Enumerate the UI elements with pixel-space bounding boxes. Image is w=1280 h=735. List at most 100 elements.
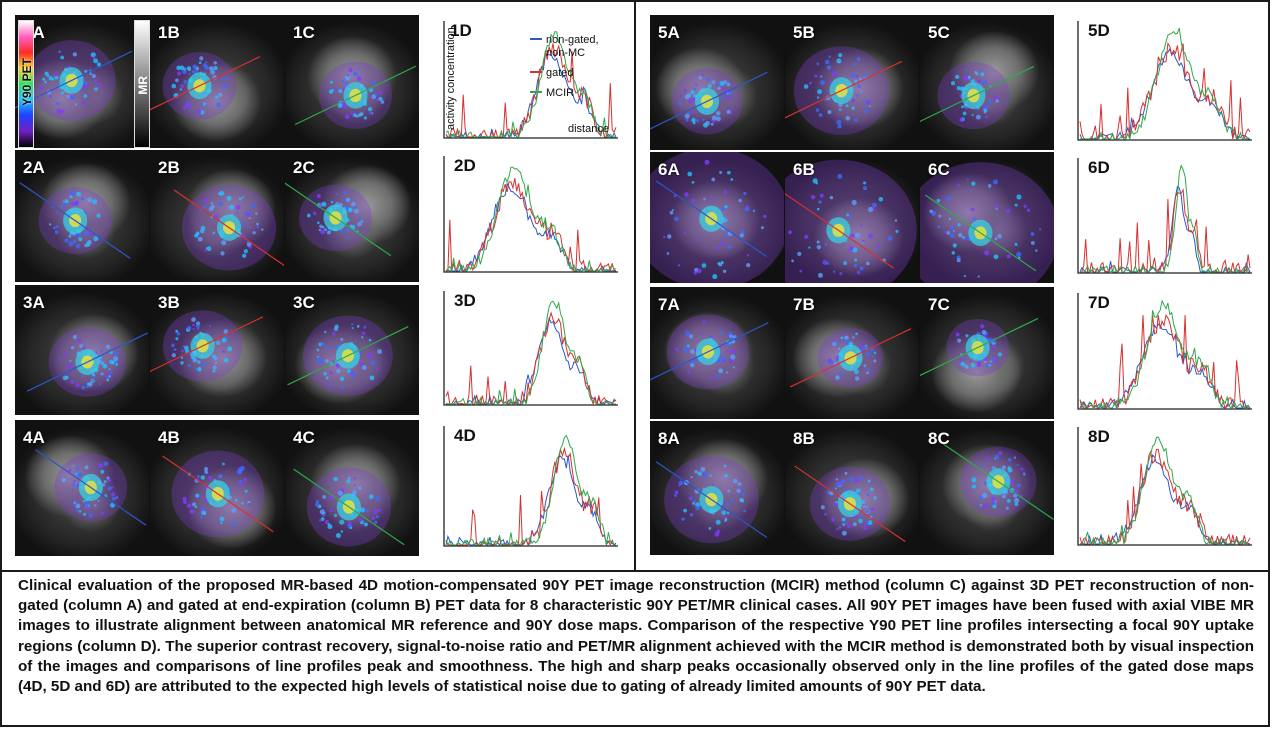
panel-label: 8B bbox=[793, 429, 815, 448]
profile-line bbox=[920, 317, 1039, 377]
panel-label: 6B bbox=[793, 160, 815, 179]
profile-line bbox=[650, 71, 768, 130]
panel-label: 5C bbox=[928, 23, 950, 42]
mr-pet-image-7b: 7B bbox=[785, 287, 919, 419]
right-image-row-1: 5A 5B 5C bbox=[650, 15, 1054, 150]
pet-colorbar-label: Y90 PET bbox=[20, 58, 34, 107]
curve-mcir bbox=[445, 300, 616, 406]
profile-line bbox=[293, 468, 405, 546]
line-profile-plot-8d: 8D bbox=[1074, 421, 1254, 549]
legend-entry: gated bbox=[546, 67, 574, 79]
plot-label: 5D bbox=[1088, 21, 1110, 40]
profile-line bbox=[655, 180, 767, 258]
line-profile-plot-2d: 2D bbox=[440, 150, 620, 276]
panel-label: 7B bbox=[793, 295, 815, 314]
pet-overlay bbox=[293, 467, 405, 547]
mr-pet-image-8c: 8C bbox=[920, 421, 1054, 555]
pet-overlay bbox=[650, 68, 768, 135]
curve-gated bbox=[445, 43, 617, 139]
curve-non-gated bbox=[1079, 47, 1250, 141]
panel-label: 6C bbox=[928, 160, 950, 179]
plot-axes bbox=[443, 291, 618, 406]
pet-overlay bbox=[150, 52, 261, 120]
pet-overlay bbox=[294, 61, 417, 129]
mr-pet-image-7c: 7C bbox=[920, 287, 1054, 419]
pet-overlay bbox=[920, 162, 1054, 283]
mr-pet-image-8b: 8B bbox=[785, 421, 919, 555]
panel-label: 3C bbox=[293, 293, 315, 312]
mr-pet-image-2c: 2C bbox=[285, 150, 419, 282]
mr-pet-image-6a: 6A bbox=[650, 152, 784, 283]
mr-pet-image-7a: 7A bbox=[650, 287, 784, 419]
profile-line bbox=[650, 322, 769, 381]
pet-overlay bbox=[173, 184, 284, 271]
profile-line bbox=[150, 56, 261, 111]
curve-mcir bbox=[1080, 27, 1251, 141]
line-profile-plot-4d: 4D bbox=[440, 420, 620, 550]
plot-label: 8D bbox=[1088, 427, 1110, 446]
left-image-row-4: 4A 4B 4C bbox=[15, 420, 419, 556]
plot-axes bbox=[443, 426, 618, 547]
panel-label: 2A bbox=[23, 158, 45, 177]
pet-overlay bbox=[942, 443, 1054, 521]
right-image-row-2: 6A 6B 6C bbox=[650, 152, 1054, 283]
curve-non-gated bbox=[445, 182, 617, 272]
pet-overlay bbox=[287, 315, 409, 396]
horizontal-divider bbox=[0, 570, 1270, 572]
curve-gated bbox=[445, 446, 616, 547]
curve-mcir bbox=[1080, 164, 1250, 274]
profile-line bbox=[942, 443, 1054, 521]
panel-label: 2C bbox=[293, 158, 315, 177]
profile-line bbox=[655, 461, 768, 538]
panel-label: 4A bbox=[23, 428, 45, 447]
pet-overlay bbox=[789, 327, 912, 388]
right-image-row-4: 8A 8B 8C bbox=[650, 421, 1054, 555]
curve-mcir bbox=[1080, 436, 1250, 546]
mr-pet-image-4b: 4B bbox=[150, 420, 284, 556]
panel-label: 2B bbox=[158, 158, 180, 177]
curve-mcir bbox=[445, 434, 616, 547]
pet-overlay bbox=[655, 455, 768, 544]
pet-overlay bbox=[150, 310, 264, 382]
panel-label: 8C bbox=[928, 429, 950, 448]
panel-label: 3A bbox=[23, 293, 45, 312]
line-profile-plot-3d: 3D bbox=[440, 285, 620, 409]
profile-line bbox=[789, 328, 912, 388]
legend-entry: non-gated, bbox=[546, 34, 599, 46]
curve-mcir bbox=[1079, 299, 1251, 410]
pet-overlay bbox=[920, 61, 1035, 130]
plot-label: 2D bbox=[454, 156, 476, 175]
profile-line bbox=[19, 182, 131, 259]
x-axis-label: distance bbox=[568, 123, 609, 135]
mr-colorbar bbox=[134, 20, 150, 148]
y-axis-label: activity concentration bbox=[445, 27, 457, 130]
mr-pet-image-8a: 8A bbox=[650, 421, 784, 555]
plot-axes bbox=[443, 156, 618, 273]
mr-pet-image-6b: 6B bbox=[785, 152, 919, 283]
mr-pet-image-3c: 3C bbox=[285, 285, 419, 415]
pet-colorbar bbox=[18, 20, 34, 148]
curve-non-gated bbox=[1079, 323, 1251, 410]
mr-pet-image-1b: 1B bbox=[150, 15, 284, 148]
profile-line bbox=[794, 465, 906, 543]
profile-line bbox=[162, 455, 274, 533]
mr-colorbar-label: MR bbox=[136, 76, 150, 95]
pet-overlay bbox=[26, 327, 148, 397]
curve-non-gated bbox=[1079, 185, 1251, 273]
plot-axes bbox=[1077, 158, 1252, 274]
profile-line bbox=[287, 326, 409, 386]
profile-line bbox=[35, 449, 147, 526]
line-profile-plot-7d: 7D bbox=[1074, 287, 1254, 413]
pet-overlay bbox=[285, 182, 392, 257]
panel-label: 3B bbox=[158, 293, 180, 312]
mr-pet-image-1c: 1C bbox=[285, 15, 419, 148]
left-image-row-2: 2A 2B 2C bbox=[15, 150, 419, 282]
pet-overlay bbox=[650, 152, 784, 283]
mr-pet-image-5b: 5B bbox=[785, 15, 919, 150]
plot-axes bbox=[443, 21, 618, 139]
plot-label: 1D bbox=[450, 21, 472, 40]
mr-pet-image-3a: 3A bbox=[15, 285, 149, 415]
left-image-row-1: 1A 1B 1C bbox=[15, 15, 419, 148]
right-image-row-3: 7A 7B 7C bbox=[650, 287, 1054, 419]
plot-axes bbox=[1077, 293, 1252, 410]
